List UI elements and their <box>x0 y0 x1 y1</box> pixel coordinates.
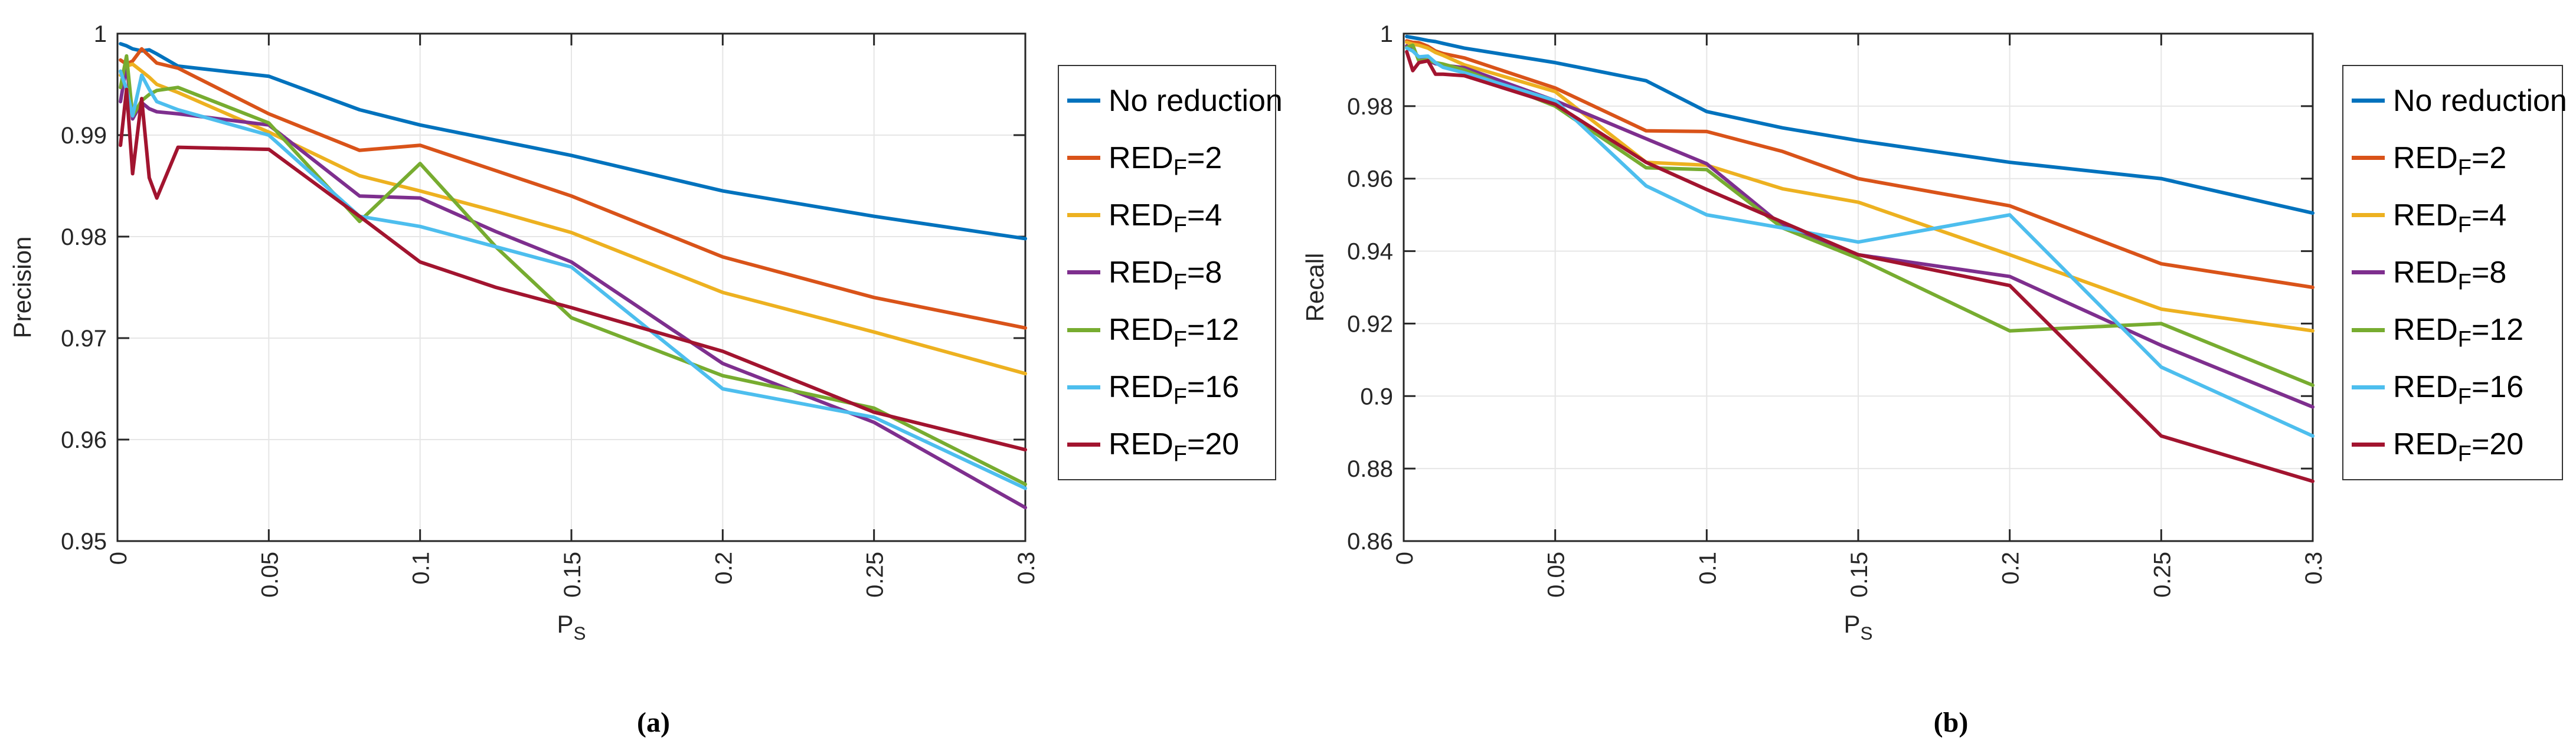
x-tick-label: 0.05 <box>257 552 283 598</box>
x-tick-label: 0.3 <box>1014 552 1039 585</box>
legend-item: REDF=2 <box>2352 140 2554 181</box>
legend-box-precision: No reduction REDF=2 REDF=4 REDF=8 REDF=12 RED… <box>1058 65 1283 480</box>
legend-item: REDF=16 <box>1067 370 1267 409</box>
legend-item: No reduction <box>1067 86 1283 116</box>
legend-item-label: REDF=16 <box>2393 370 2524 409</box>
legend-item-label: REDF=12 <box>2393 313 2524 352</box>
series-line-red-f-20 <box>119 87 1027 452</box>
series-line-red-f-2 <box>119 47 1027 330</box>
series-line-red-f-20 <box>1405 50 2315 483</box>
x-tick-label: 0.15 <box>1846 552 1872 598</box>
legend-line-sample <box>1067 213 1100 218</box>
legend-line-sample <box>2352 442 2385 447</box>
series-line-red-f-16 <box>1405 46 2315 438</box>
tick-marks <box>1403 32 2314 542</box>
x-tick-label: 0.25 <box>2149 552 2175 598</box>
subfigure-caption: (a) <box>637 707 670 738</box>
legend-item-label: REDF=20 <box>1109 427 1240 467</box>
y-tick-label: 0.96 <box>61 427 107 453</box>
y-tick-label: 0.96 <box>1347 166 1393 192</box>
legend-line-sample <box>1067 327 1100 332</box>
y-tick-label: 0.9 <box>1360 384 1393 409</box>
legend-item: REDF=2 <box>1067 140 1267 181</box>
subfigure-caption: (b) <box>1934 707 1969 738</box>
legend-item: REDF=16 <box>2352 370 2554 409</box>
legend-item-label: REDF=4 <box>1109 198 1222 238</box>
legend-line-sample <box>1067 270 1100 275</box>
x-tick-label: 0.2 <box>711 552 737 585</box>
x-tick-label: 0.05 <box>1544 552 1570 598</box>
legend-line-sample <box>2352 270 2385 275</box>
chart-precision: 1 0.99 0.98 0.97 0.96 0.950 0.05 0.1 0.15 0.2 0.25… <box>8 21 1039 738</box>
legend-item: REDF=4 <box>1067 198 1267 238</box>
series-line-red-f-4 <box>119 62 1027 376</box>
y-tick-label: 0.98 <box>61 224 107 250</box>
x-tick-label: 0.1 <box>1695 552 1721 585</box>
series-group <box>119 42 1027 510</box>
legend-item-label: No reduction <box>1109 83 1283 118</box>
legend-line-sample <box>1067 385 1100 389</box>
legend-item-label: REDF=4 <box>2393 198 2507 238</box>
y-tick-label: 0.95 <box>61 529 107 555</box>
legend-line-sample <box>1067 442 1100 447</box>
series-line-no-reduction <box>119 42 1027 241</box>
y-tick-label: 0.88 <box>1347 456 1393 482</box>
legend-line-sample <box>2352 156 2385 160</box>
series-line-no-reduction <box>1405 34 2315 215</box>
x-tick-label: 0 <box>106 552 132 565</box>
y-tick-label: 0.86 <box>1347 529 1393 555</box>
legend-item: REDF=12 <box>2352 313 2554 352</box>
y-axis-label: Precision <box>8 237 36 339</box>
tick-marks <box>116 32 1027 542</box>
legend-item: REDF=12 <box>1067 313 1267 352</box>
legend-item-label: REDF=20 <box>2393 427 2524 467</box>
x-axis-label: PS <box>1843 610 1872 644</box>
legend-line-sample <box>1067 156 1100 160</box>
series-line-red-f-4 <box>1405 40 2315 333</box>
grid <box>117 34 1025 541</box>
legend-box-recall: No reduction REDF=2 REDF=4 REDF=8 REDF=12 RED… <box>2342 65 2567 480</box>
x-tick-label: 0 <box>1392 552 1418 565</box>
y-tick-label: 1 <box>1380 21 1393 47</box>
legend-item: REDF=20 <box>1067 427 1267 467</box>
y-tick-label: 0.94 <box>1347 239 1393 265</box>
legend-item-label: No reduction <box>2393 83 2567 118</box>
grid <box>1404 34 2313 541</box>
legend-item: No reduction <box>2352 86 2567 116</box>
legend-item: REDF=8 <box>1067 255 1267 295</box>
series-group <box>1405 34 2315 483</box>
chart-recall: 1 0.98 0.96 0.94 0.92 0.9 0.88 0.860 0.05 0.1 0.15… <box>1301 21 2327 738</box>
y-tick-label: 0.99 <box>61 123 107 149</box>
x-tick-label: 0.1 <box>408 552 434 585</box>
series-line-red-f-12 <box>119 54 1027 486</box>
y-tick-label: 0.98 <box>1347 94 1393 120</box>
legend-line-sample <box>2352 213 2385 218</box>
legend-item-label: REDF=2 <box>2393 140 2507 181</box>
legend-item-label: REDF=12 <box>1109 313 1240 352</box>
legend-line-sample <box>2352 327 2385 332</box>
legend-item-label: REDF=8 <box>2393 255 2507 295</box>
series-line-red-f-2 <box>1405 39 2315 289</box>
series-line-red-f-16 <box>119 69 1027 490</box>
x-tick-label: 0.15 <box>560 552 586 598</box>
y-tick-label: 0.97 <box>61 326 107 352</box>
legend-item: REDF=4 <box>2352 198 2554 238</box>
legend-item-label: REDF=2 <box>1109 140 1222 181</box>
x-tick-label: 0.2 <box>1998 552 2024 585</box>
legend-item-label: REDF=8 <box>1109 255 1222 295</box>
legend-line-sample <box>2352 385 2385 389</box>
legend-line-sample <box>2352 99 2385 103</box>
y-tick-label: 0.92 <box>1347 311 1393 337</box>
y-tick-label: 1 <box>94 21 107 47</box>
legend-item-label: REDF=16 <box>1109 370 1240 409</box>
legend-line-sample <box>1067 99 1100 103</box>
legend-item: REDF=20 <box>2352 427 2554 467</box>
legend-item: REDF=8 <box>2352 255 2554 295</box>
x-tick-label: 0.25 <box>862 552 888 598</box>
x-axis-label: PS <box>557 610 586 644</box>
y-axis-label: Recall <box>1301 253 1329 322</box>
x-tick-label: 0.3 <box>2301 552 2327 585</box>
